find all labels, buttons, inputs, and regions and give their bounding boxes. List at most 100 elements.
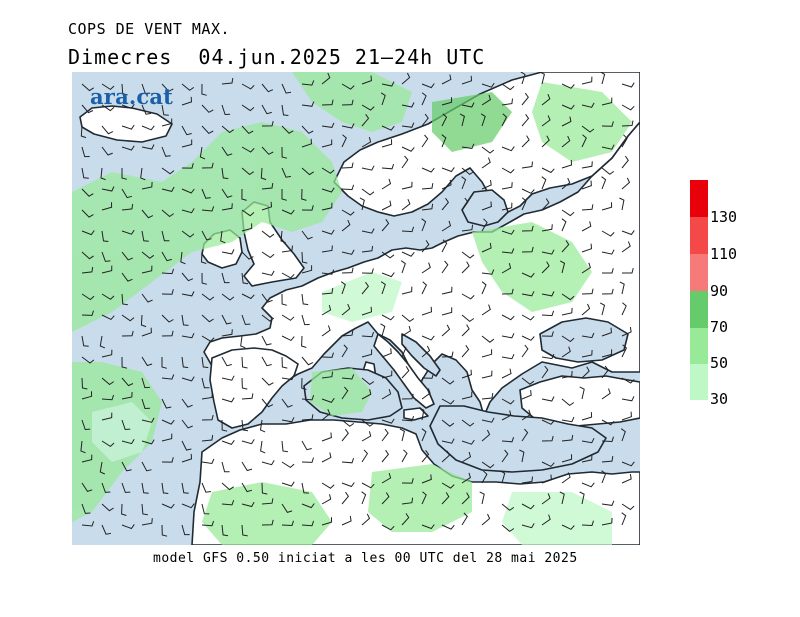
wind-barb (581, 412, 593, 421)
wind-barb (81, 377, 88, 390)
legend-label-30: 30 (710, 390, 729, 408)
wind-barb (421, 167, 435, 173)
wind-barb (161, 186, 175, 192)
wind-barb (101, 125, 114, 135)
wind-barb (161, 482, 169, 494)
wind-barb (621, 104, 635, 111)
wind-barb (601, 176, 607, 190)
wind-barb (161, 314, 174, 323)
wind-barb (281, 314, 295, 321)
wind-barb (479, 491, 485, 505)
wind-barb (481, 461, 495, 469)
wind-barb (261, 230, 275, 238)
wind-barb (121, 168, 127, 180)
wind-barb (501, 83, 515, 91)
wind-barb (601, 230, 615, 237)
wind-gust-map (72, 72, 640, 545)
wind-barb (161, 398, 172, 409)
wind-barb (101, 440, 115, 448)
wind-barb (321, 452, 332, 463)
wind-barb (81, 454, 93, 463)
wind-barb (481, 370, 493, 379)
wind-barb (601, 388, 611, 400)
wind-barb (101, 524, 111, 535)
gust-patch (472, 222, 592, 312)
wind-barb (441, 450, 451, 463)
wind-barb (281, 398, 293, 408)
wind-barb (581, 520, 594, 527)
wind-barb (301, 230, 313, 240)
wind-barb (541, 291, 555, 297)
wind-barb (161, 330, 174, 337)
wind-barb (561, 524, 575, 530)
wind-barb (301, 482, 309, 494)
wind-barb (321, 288, 334, 295)
wind-barb (321, 352, 334, 358)
wind-barb (301, 520, 315, 527)
legend-label-70: 70 (710, 318, 729, 336)
wind-barb (281, 167, 291, 178)
wind-barb (281, 104, 289, 116)
wind-barb (361, 482, 375, 489)
wind-barb (481, 201, 492, 211)
wind-barb (601, 365, 609, 379)
wind-barb (221, 500, 235, 506)
wind-barb (401, 415, 415, 422)
wind-barb (341, 99, 354, 106)
wind-barb (401, 146, 415, 152)
wind-barb (321, 432, 332, 442)
wind-barb (441, 134, 447, 148)
wind-barb (461, 451, 472, 463)
wind-barb (521, 291, 535, 297)
wind-barb (461, 261, 470, 274)
wind-barb (599, 302, 606, 316)
wind-barb (221, 146, 233, 156)
wind-barb (181, 453, 193, 463)
wind-barb (341, 491, 350, 505)
wind-barb (261, 335, 272, 346)
wind-barb (561, 159, 573, 169)
wind-barb (401, 325, 412, 337)
wind-barb (341, 419, 355, 427)
wind-barb (579, 491, 585, 505)
wind-barb (101, 104, 115, 112)
wind-barb (161, 289, 174, 295)
wind-barb (221, 125, 234, 134)
sea-mediterranean-east (429, 405, 607, 473)
wind-barb (361, 306, 373, 316)
wind-barb (241, 393, 254, 400)
wind-barb (441, 286, 453, 295)
wind-barb (501, 410, 512, 421)
legend-swatch-70 (690, 291, 708, 328)
wind-barb (421, 240, 430, 253)
wind-barb (141, 293, 153, 303)
wind-barb (81, 356, 95, 364)
wind-barb (121, 419, 131, 431)
wind-barb (301, 80, 315, 86)
wind-barb (301, 188, 307, 201)
wind-barb (519, 449, 525, 463)
wind-barb (201, 230, 212, 241)
wind-barb (241, 104, 255, 112)
wind-barb (141, 104, 152, 115)
wind-barb (421, 388, 431, 400)
wind-barb (301, 377, 307, 390)
wind-barb (461, 324, 470, 337)
wind-barb (481, 82, 495, 88)
wind-barb (361, 136, 372, 148)
wind-barb (381, 219, 390, 232)
wind-barb (620, 428, 626, 442)
wind-barb (501, 288, 514, 295)
wind-barb (441, 377, 455, 385)
wind-barb (381, 524, 395, 531)
wind-barb (241, 461, 253, 472)
wind-barb (201, 434, 214, 442)
wind-barb (181, 96, 193, 106)
wind-barb (441, 197, 450, 211)
wind-barb (541, 419, 555, 425)
wind-barb (241, 377, 248, 390)
wind-barb (141, 518, 153, 526)
wind-barb (201, 293, 215, 301)
wind-barb (181, 398, 193, 408)
wind-barb (361, 281, 370, 295)
